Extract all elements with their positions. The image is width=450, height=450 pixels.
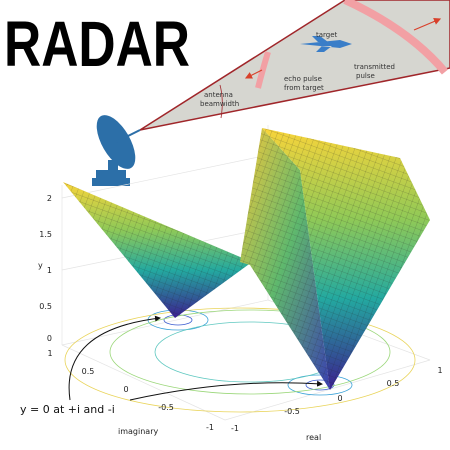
beam — [139, 0, 450, 131]
label: beamwidth — [200, 100, 239, 108]
real-tick-label: 1 — [437, 366, 442, 375]
label: from target — [284, 84, 324, 92]
surface-mesh — [63, 182, 252, 318]
bracket — [219, 84, 223, 119]
label: transmitted — [354, 63, 395, 71]
imag-axis-label: imaginary — [118, 427, 158, 436]
y-tick-label: 2 — [47, 194, 52, 203]
y-axis-label: y — [38, 261, 43, 270]
label: target — [316, 31, 338, 39]
imag-tick-label: -1 — [206, 423, 214, 432]
airplane — [300, 36, 352, 52]
real-tick-label: -0.5 — [284, 407, 300, 416]
y-tick-label: 0.5 — [39, 302, 52, 311]
imag-tick-label: -0.5 — [158, 403, 174, 412]
real-tick-label: 0.5 — [387, 379, 400, 388]
y-tick-label: 1.5 — [39, 230, 52, 239]
y-tick-label: 1 — [47, 266, 52, 275]
real-tick-label: -1 — [231, 424, 239, 433]
arrow — [413, 18, 442, 31]
annotation-arrow — [68, 315, 161, 401]
surface-mesh — [240, 128, 430, 390]
real-axis-label: real — [306, 433, 321, 442]
surface-plot: 2 1.5 1 0.5 0 y 1 0.5 0 -0.5 -1 imaginar… — [20, 125, 443, 442]
radar-diagram: target transmitted pulse echo pulse from… — [92, 0, 450, 186]
y-tick-label: 0 — [47, 334, 52, 343]
antenna-icon — [92, 115, 141, 186]
annotation: y = 0 at +i and -i — [20, 403, 115, 416]
arrow — [244, 69, 263, 79]
imag-tick-label: 0.5 — [82, 367, 95, 376]
transmitted-pulse — [343, 0, 449, 75]
label: pulse — [356, 72, 375, 80]
imag-tick-label: 1 — [47, 349, 52, 358]
title: RADAR — [4, 8, 190, 80]
annotation-arrow — [129, 380, 323, 401]
imag-tick-label: 0 — [123, 385, 128, 394]
echo-pulse — [255, 51, 271, 89]
real-tick-label: 0 — [337, 394, 342, 403]
label: antenna — [204, 91, 233, 99]
label: echo pulse — [284, 75, 322, 83]
